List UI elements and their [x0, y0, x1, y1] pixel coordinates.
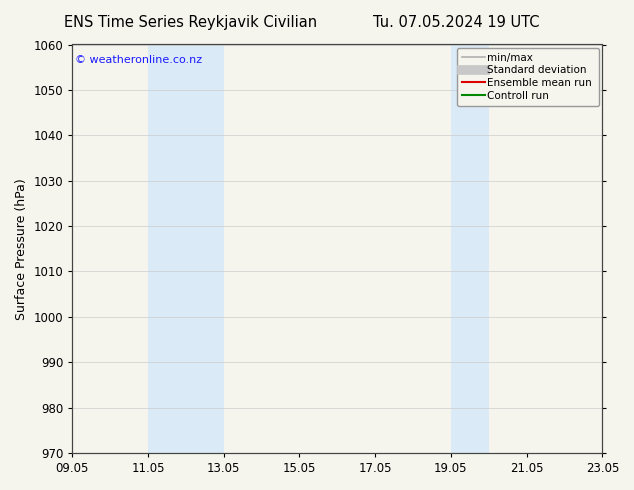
Text: © weatheronline.co.nz: © weatheronline.co.nz [75, 55, 202, 65]
Text: ENS Time Series Reykjavik Civilian: ENS Time Series Reykjavik Civilian [63, 15, 317, 30]
Legend: min/max, Standard deviation, Ensemble mean run, Controll run: min/max, Standard deviation, Ensemble me… [457, 48, 599, 106]
Bar [451, 45, 489, 453]
Y-axis label: Surface Pressure (hPa): Surface Pressure (hPa) [15, 178, 28, 319]
Text: Tu. 07.05.2024 19 UTC: Tu. 07.05.2024 19 UTC [373, 15, 540, 30]
Bar [148, 45, 224, 453]
